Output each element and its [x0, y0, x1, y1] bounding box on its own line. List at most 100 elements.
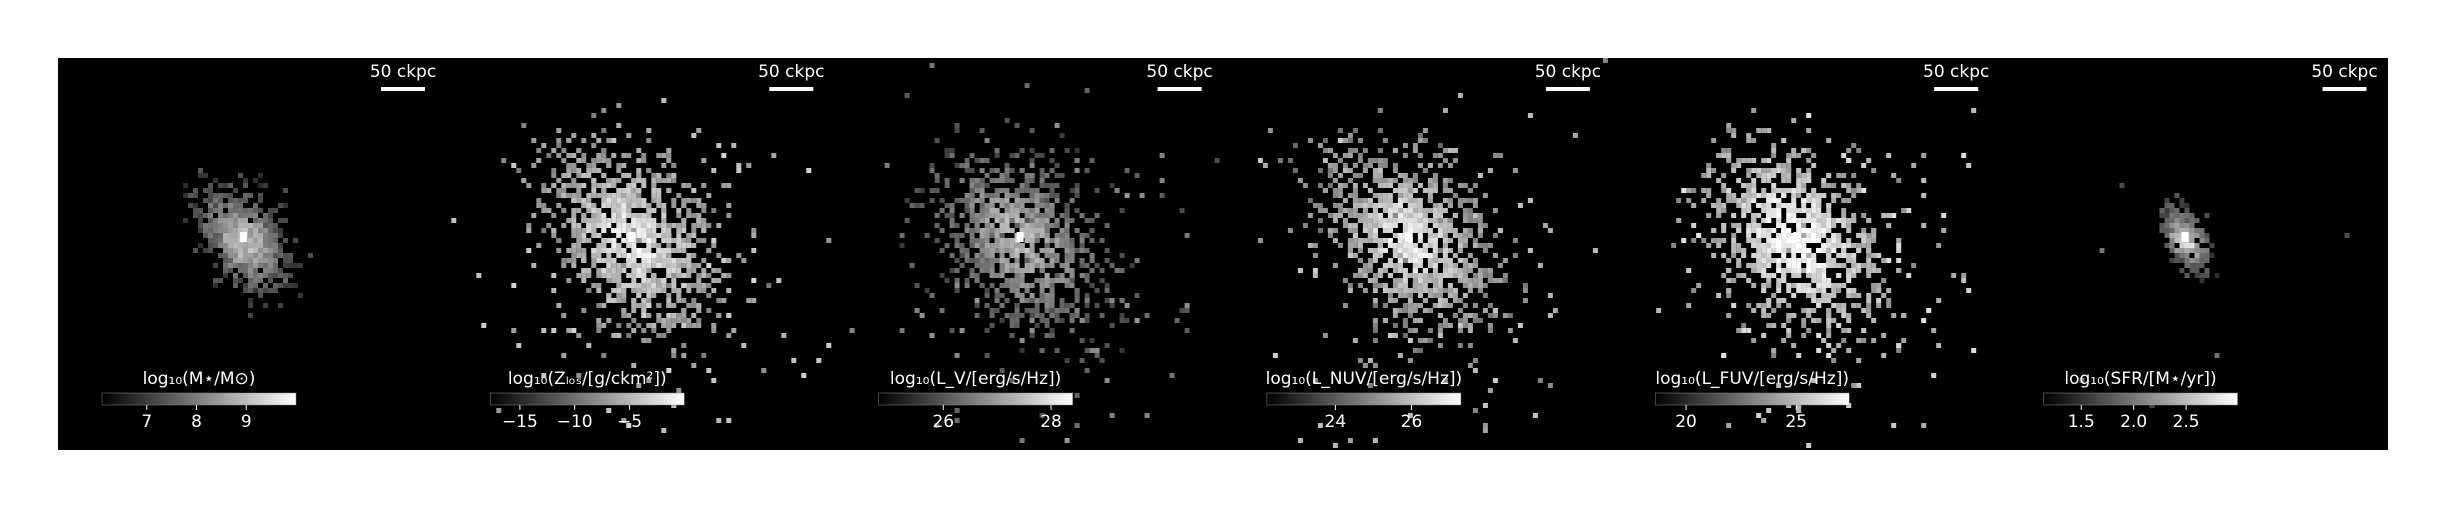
map-pixel: [1518, 323, 1523, 328]
map-pixel: [551, 328, 556, 333]
map-pixel: [1030, 313, 1035, 318]
map-pixel: [955, 238, 960, 243]
map-pixel: [1318, 203, 1323, 208]
map-pixel: [666, 273, 671, 278]
map-pixel: [990, 308, 995, 313]
map-pixel: [1398, 238, 1403, 243]
map-pixel: [1756, 238, 1761, 243]
map-pixel: [208, 183, 213, 188]
map-pixel: [1751, 228, 1756, 233]
map-pixel: [1095, 303, 1100, 308]
map-pixel: [258, 258, 263, 263]
map-pixel: [1120, 313, 1125, 318]
map-pixel: [526, 228, 531, 233]
map-pixel: [203, 188, 208, 193]
map-pixel: [666, 323, 671, 328]
map-pixel: [591, 208, 596, 213]
map-pixel: [676, 243, 681, 248]
map-pixel: [1363, 148, 1368, 153]
map-pixel: [1373, 273, 1378, 278]
map-pixel: [1881, 293, 1886, 298]
map-pixel: [576, 158, 581, 163]
map-pixel: [183, 183, 188, 188]
map-pixel: [1338, 158, 1343, 163]
map-pixel: [1035, 223, 1040, 228]
map-pixel: [1806, 268, 1811, 273]
map-pixel: [1298, 438, 1303, 443]
map-pixel: [1403, 143, 1408, 148]
map-pixel: [1856, 263, 1861, 268]
map-pixel: [1443, 158, 1448, 163]
map-pixel: [263, 258, 268, 263]
map-pixel: [791, 358, 796, 363]
map-pixel: [581, 258, 586, 263]
map-pixel: [661, 333, 666, 338]
map-pixel: [1721, 208, 1726, 213]
map-pixel: [1921, 318, 1926, 323]
map-pixel: [706, 263, 711, 268]
map-pixel: [1443, 183, 1448, 188]
map-pixel: [616, 233, 621, 238]
map-pixel: [1020, 203, 1025, 208]
map-pixel: [1801, 283, 1806, 288]
map-pixel: [1458, 93, 1463, 98]
map-pixel: [1428, 293, 1433, 298]
map-pixel: [1796, 273, 1801, 278]
map-pixel: [213, 198, 218, 203]
map-pixel: [1070, 273, 1075, 278]
map-pixel: [701, 208, 706, 213]
map-pixel: [1901, 338, 1906, 343]
map-pixel: [1333, 203, 1338, 208]
map-pixel: [253, 203, 258, 208]
map-pixel: [596, 253, 601, 258]
map-pixel: [1726, 198, 1731, 203]
map-pixel: [1686, 303, 1691, 308]
map-pixel: [1811, 268, 1816, 273]
map-pixel: [1806, 443, 1811, 448]
map-pixel: [1373, 168, 1378, 173]
map-pixel: [1065, 243, 1070, 248]
map-pixel: [248, 278, 253, 283]
map-pixel: [915, 203, 920, 208]
map-pixel: [1403, 183, 1408, 188]
map-pixel: [1408, 243, 1413, 248]
map-pixel: [1473, 218, 1478, 223]
map-pixel: [1796, 188, 1801, 193]
map-pixel: [1035, 313, 1040, 318]
map-center: [240, 232, 247, 242]
map-pixel: [1005, 198, 1010, 203]
map-pixel: [925, 288, 930, 293]
map-pixel: [681, 198, 686, 203]
map-pixel: [581, 238, 586, 243]
map-pixel: [273, 228, 278, 233]
map-pixel: [566, 193, 571, 198]
map-pixel: [1358, 138, 1363, 143]
map-pixel: [566, 153, 571, 158]
map-pixel: [646, 288, 651, 293]
map-pixel: [521, 123, 526, 128]
map-pixel: [218, 223, 223, 228]
map-pixel: [606, 253, 611, 258]
map-pixel: [1338, 203, 1343, 208]
map-pixel: [681, 183, 686, 188]
map-pixel: [666, 228, 671, 233]
map-pixel: [626, 323, 631, 328]
map-pixel: [681, 308, 686, 313]
map-pixel: [706, 223, 711, 228]
map-pixel: [1741, 198, 1746, 203]
map-pixel: [2185, 258, 2190, 263]
map-pixel: [556, 203, 561, 208]
map-pixel: [1348, 148, 1353, 153]
map-pixel: [681, 258, 686, 263]
map-pixel: [671, 353, 676, 358]
map-pixel: [1791, 243, 1796, 248]
map-pixel: [985, 288, 990, 293]
map-pixel: [621, 153, 626, 158]
map-pixel: [965, 228, 970, 233]
map-pixel: [1060, 173, 1065, 178]
map-pixel: [1771, 188, 1776, 193]
map-pixel: [706, 283, 711, 288]
map-pixel: [1746, 208, 1751, 213]
map-pixel: [208, 198, 213, 203]
map-pixel: [910, 263, 915, 268]
